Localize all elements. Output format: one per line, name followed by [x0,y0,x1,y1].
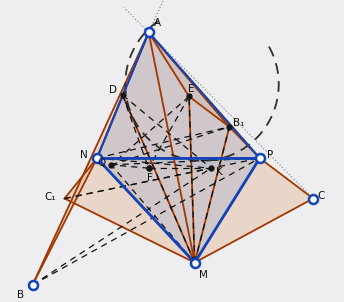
Polygon shape [149,32,260,263]
Text: M: M [198,270,207,280]
Polygon shape [33,32,149,285]
Polygon shape [149,32,229,127]
Text: Q: Q [97,158,105,168]
Polygon shape [97,32,195,263]
Polygon shape [97,158,260,263]
Polygon shape [65,158,195,263]
Text: C₁: C₁ [45,192,56,202]
Text: P: P [267,150,273,160]
Text: C: C [318,191,325,201]
Text: B₁: B₁ [233,118,245,128]
Text: B: B [17,290,24,300]
Polygon shape [97,158,260,168]
Polygon shape [195,158,313,263]
Polygon shape [97,32,149,158]
Text: F: F [147,172,153,182]
Text: N: N [80,150,87,160]
Text: D: D [109,85,117,95]
Text: E: E [189,84,195,94]
Polygon shape [97,158,195,263]
Polygon shape [97,32,260,158]
Polygon shape [149,32,260,158]
Text: K: K [216,166,223,176]
Text: A: A [153,18,161,28]
